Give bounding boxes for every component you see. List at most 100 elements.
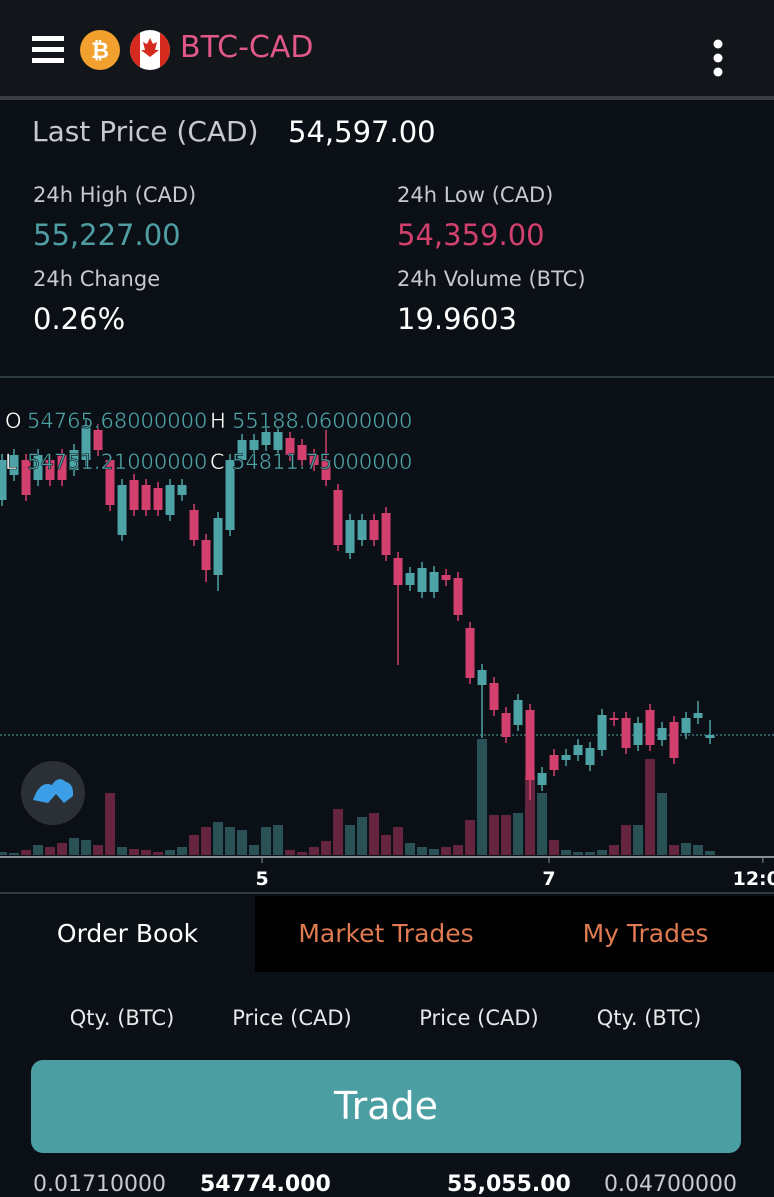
header-icons: ₿ — [32, 30, 723, 77]
candle-body — [333, 490, 343, 545]
volume-bar — [549, 840, 560, 855]
candle-body — [117, 485, 127, 535]
volume-bar — [333, 809, 344, 855]
volume-bar — [297, 852, 308, 855]
trade-button[interactable]: Trade — [31, 1060, 741, 1153]
column-header: Qty. (BTC) — [596, 1006, 702, 1030]
stat-label: 24h Change — [33, 267, 161, 291]
candle-body — [165, 485, 175, 515]
candle-body — [81, 425, 91, 460]
volume-bar — [93, 845, 104, 855]
volume-bar — [645, 759, 656, 855]
volume-bar — [621, 825, 632, 855]
candle-body — [357, 520, 367, 540]
volume-bar — [393, 827, 404, 855]
candle-body — [549, 755, 559, 770]
volume-bar — [693, 845, 704, 855]
candle-body — [525, 710, 535, 780]
volume-bar — [309, 847, 320, 855]
legend-value: 55188.06000000 — [232, 409, 412, 433]
candle-body — [477, 670, 487, 685]
volume-bar — [345, 825, 356, 855]
volume-bar — [81, 840, 92, 855]
candle-body — [465, 628, 475, 678]
stat-value: 55,227.00 — [33, 218, 181, 252]
candle-body — [213, 518, 223, 575]
header: ₿ BTC-CAD — [0, 0, 774, 100]
volume-bar — [453, 845, 464, 855]
candle-body — [105, 460, 115, 505]
candle-body — [657, 728, 667, 740]
candle-body — [249, 440, 259, 450]
candle-body — [453, 578, 463, 615]
tab[interactable]: My Trades — [517, 896, 774, 972]
volume-bar — [117, 847, 128, 855]
tab[interactable]: Order Book — [0, 896, 255, 972]
candle-body — [201, 540, 211, 570]
volume-bar — [381, 835, 392, 855]
candle-body — [309, 455, 319, 465]
order-qty: 0.04700000 — [604, 1172, 737, 1197]
candle-body — [93, 430, 103, 450]
volume-bar — [33, 845, 44, 855]
legend-key: O — [5, 409, 22, 433]
candle-body — [597, 715, 607, 750]
volume-bar — [633, 825, 644, 855]
x-tick-label: 12:00 — [733, 868, 774, 890]
volume-bar — [189, 835, 200, 855]
volume-bar — [681, 843, 692, 855]
volume-bar — [9, 853, 20, 855]
stat-value: 0.26% — [33, 302, 126, 336]
candle-body — [345, 520, 355, 553]
volume-bar — [489, 815, 500, 855]
volume-bar — [669, 845, 680, 855]
candle-body — [369, 520, 379, 540]
volume-bar — [45, 847, 56, 855]
candle-body — [225, 460, 235, 530]
candle-body — [273, 432, 283, 450]
volume-bar — [429, 849, 440, 855]
volume-bar — [249, 845, 260, 855]
candle-body — [693, 713, 703, 718]
candle-body — [405, 573, 415, 585]
candle-body — [501, 713, 511, 737]
volume-bar — [465, 820, 476, 855]
volume-bar — [177, 847, 188, 855]
stat-label: 24h High (CAD) — [33, 183, 197, 207]
menu-button[interactable] — [32, 36, 64, 63]
cad-flag — [130, 30, 170, 70]
x-tick-label: 7 — [542, 868, 555, 890]
candle-body — [633, 723, 643, 745]
column-header: Price (CAD) — [232, 1006, 352, 1030]
more-button[interactable] — [713, 39, 723, 77]
candle-body — [285, 438, 295, 455]
candle-body — [57, 455, 67, 480]
candle-body — [573, 745, 583, 755]
candle-body — [645, 710, 655, 745]
volume-bar — [357, 817, 368, 855]
candle-body — [669, 722, 679, 758]
volume-bar — [477, 739, 488, 855]
volume-bar — [0, 852, 8, 855]
candle-body — [297, 445, 307, 460]
candle-body — [69, 450, 79, 470]
candle-body — [585, 748, 595, 765]
volume-bar — [585, 852, 596, 855]
volume-bar — [201, 827, 212, 855]
tab[interactable]: Market Trades — [255, 896, 517, 972]
candle-body — [141, 485, 151, 510]
last-price-label: Last Price (CAD) — [32, 115, 259, 148]
candle-body — [537, 773, 547, 785]
column-header: Price (CAD) — [419, 1006, 539, 1030]
candle-body — [381, 513, 391, 555]
candle-body — [9, 455, 19, 475]
order-price: 55,055.00 — [447, 1172, 571, 1197]
volume-bar — [165, 850, 176, 855]
chart-toggle-button[interactable] — [21, 761, 85, 825]
stat-label: 24h Low (CAD) — [397, 183, 554, 207]
candle-body — [429, 572, 439, 592]
x-tick-label: 5 — [255, 868, 268, 890]
volume-bar — [561, 850, 572, 855]
stat-value: 19.9603 — [397, 302, 517, 336]
